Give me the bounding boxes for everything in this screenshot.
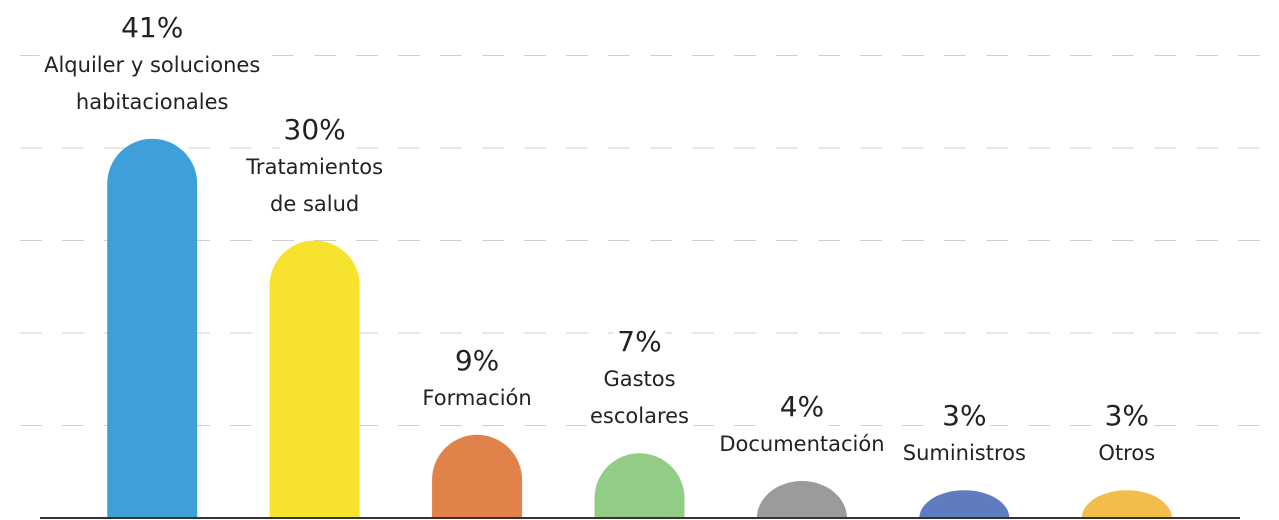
category-row: Tratamientos de salud <box>242 148 388 223</box>
bar-label: 3% Otros <box>1094 397 1160 473</box>
value-label: 9% <box>450 341 504 380</box>
bar <box>756 481 847 518</box>
value-row: 3% <box>1094 397 1159 436</box>
value-row: 7% <box>586 323 693 362</box>
bar <box>432 434 523 518</box>
value-row: 4% <box>715 388 888 426</box>
bar <box>1081 490 1172 518</box>
category-label: Tratamientos de salud <box>242 148 388 223</box>
category-label: Suministros <box>898 435 1030 473</box>
category-label: Otros <box>1094 435 1160 473</box>
bar <box>919 490 1010 518</box>
value-label: 41% <box>117 8 188 47</box>
category-label: Gastos escolares <box>586 361 693 436</box>
bar-label: 9% Formación <box>418 341 536 417</box>
bar <box>594 453 685 518</box>
bar-label: 4% Documentación <box>715 388 889 463</box>
bar <box>107 138 198 518</box>
bar-label: 41% Alquiler y soluciones habitacionales <box>40 8 265 121</box>
bar-label: 30% Tratamientos de salud <box>242 110 388 223</box>
value-label: 3% <box>938 397 991 436</box>
category-label: Documentación <box>715 426 889 463</box>
category-row: Documentación <box>715 426 889 463</box>
value-label: 7% <box>613 323 666 362</box>
category-row: Alquiler y soluciones habitacionales <box>40 46 265 121</box>
bar-label: 3% Suministros <box>898 397 1030 473</box>
category-row: Suministros <box>898 435 1030 473</box>
category-row: Otros <box>1094 435 1160 473</box>
value-label: 30% <box>279 110 350 149</box>
category-row: Formación <box>418 379 536 417</box>
value-row: 30% <box>242 110 387 149</box>
value-row: 9% <box>418 341 535 380</box>
value-row: 3% <box>899 397 1030 436</box>
value-label: 4% <box>775 388 829 426</box>
value-label: 3% <box>1100 397 1153 436</box>
category-label: Formación <box>418 379 536 417</box>
category-row: Gastos escolares <box>586 361 693 436</box>
category-label: Alquiler y soluciones habitacionales <box>40 46 265 121</box>
bar <box>269 240 360 519</box>
value-row: 41% <box>40 8 264 47</box>
bar-label: 7% Gastos escolares <box>586 323 693 436</box>
